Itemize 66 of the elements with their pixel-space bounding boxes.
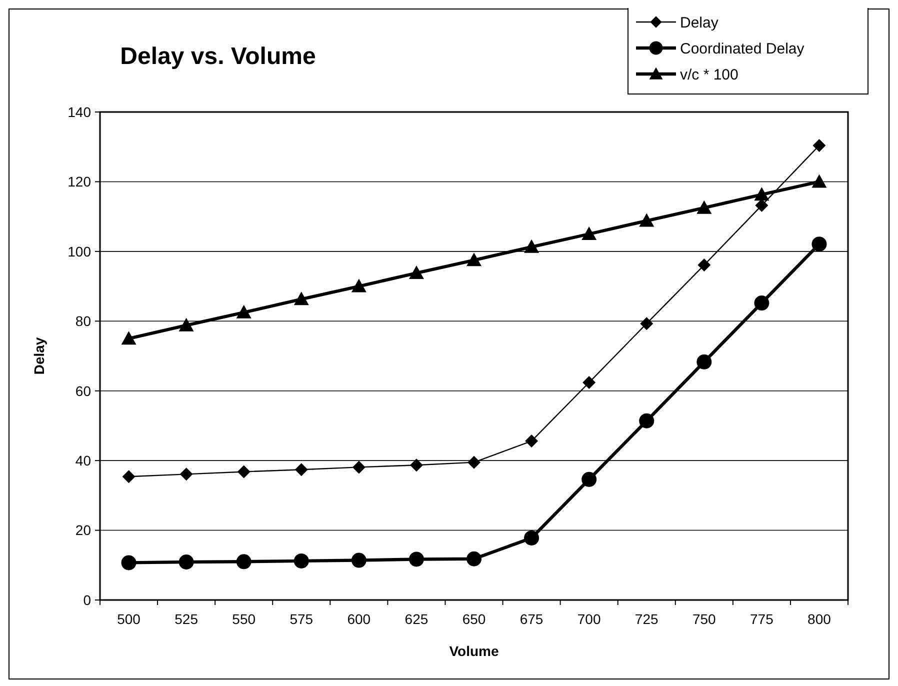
legend-label: Delay [680,14,719,32]
point [524,239,540,253]
x-tick-label: 575 [290,611,314,627]
point [236,554,252,570]
x-tick-label: 675 [520,611,544,627]
x-tick-label: 500 [117,611,141,627]
y-tick-label: 20 [75,522,92,538]
x-tick-label: 725 [634,611,659,627]
point [237,465,250,478]
point [236,304,252,318]
y-axis-title: Delay [31,337,47,375]
y-tick-label: 80 [75,313,92,330]
x-tick-label: 600 [347,611,371,627]
x-tick-label: 800 [808,611,832,627]
x-tick-label: 750 [692,611,716,627]
y-tick-label: 60 [75,382,92,399]
point [582,226,597,240]
x-axis-title: Volume [449,643,499,659]
point [294,463,308,476]
x-tick-label: 550 [232,611,256,627]
point [640,317,654,330]
point [696,354,712,370]
point [121,555,136,570]
point [525,434,538,448]
x-tick-label: 525 [174,611,198,627]
point [812,236,827,252]
y-tick-label: 0 [83,592,92,608]
point [755,198,768,212]
point [698,258,711,272]
x-tick-label: 775 [750,611,774,627]
x-tick-label: 650 [462,611,486,627]
point [408,552,424,567]
point [468,456,480,469]
point [178,554,194,570]
point [352,460,366,474]
point [812,174,827,188]
point [466,252,482,266]
y-tick-label: 140 [68,104,92,120]
point [178,318,194,332]
legend-label: Coordinated Delay [680,40,805,58]
y-tick-label: 100 [68,243,92,260]
point [408,266,424,280]
y-tick-label: 40 [75,452,92,468]
legend-label: v/c * 100 [680,66,738,84]
point [524,530,540,546]
point [410,458,423,472]
point [582,472,597,487]
point [121,331,136,345]
point [696,200,712,214]
point [639,413,654,428]
point [754,187,770,201]
point [754,296,770,311]
chart-title: Delay vs. Volume [120,43,316,70]
point [639,213,654,227]
x-tick-label: 700 [577,611,601,627]
point [582,376,596,389]
point [812,138,826,152]
point [122,470,136,484]
point [294,553,309,568]
point [294,292,309,306]
point [180,468,193,481]
point [351,278,366,292]
point [466,551,482,566]
y-tick-label: 120 [68,174,92,190]
point [351,552,366,568]
x-tick-label: 625 [404,611,428,627]
